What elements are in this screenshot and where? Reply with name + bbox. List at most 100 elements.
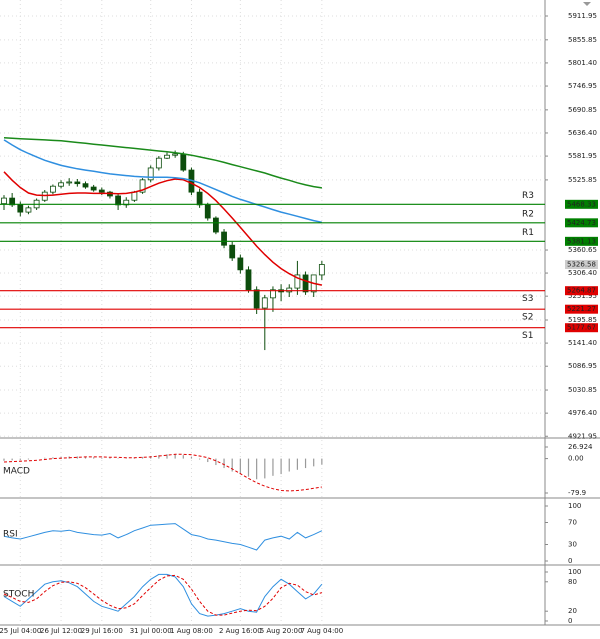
y-tick-label: 5746.95 <box>568 82 597 90</box>
y-tick-label: 5855.85 <box>568 36 597 44</box>
y-tick-label: 5086.95 <box>568 362 597 370</box>
y-tick-label: 80 <box>568 578 577 586</box>
x-tick-label: 31 Jul 00:00 <box>130 627 172 635</box>
candle-body <box>115 195 121 206</box>
y-tick-label: 100 <box>568 568 581 576</box>
pivot-name: S2 <box>522 313 533 323</box>
y-tick-label: -79.9 <box>568 489 586 497</box>
price-box <box>565 259 598 269</box>
price-box-label: 5221.27 <box>567 305 596 313</box>
y-tick-label: 0 <box>568 617 572 625</box>
y-tick-label: 5581.95 <box>568 152 597 160</box>
y-tick-label: 5306.40 <box>568 269 597 277</box>
pivot-name: R3 <box>522 191 534 201</box>
candle-body <box>261 297 268 309</box>
candle-body <box>155 157 162 169</box>
candle-body <box>245 269 252 291</box>
y-tick-label: 30 <box>568 540 577 548</box>
price-box <box>565 218 598 228</box>
panel-title: RSI <box>3 530 18 540</box>
y-tick-label: 20 <box>568 607 577 615</box>
moving-average <box>3 171 323 286</box>
candle-body <box>180 153 187 171</box>
y-tick-label: 70 <box>568 518 577 526</box>
candle-body <box>164 154 170 159</box>
y-tick-label: 5911.95 <box>568 12 597 20</box>
y-tick-label: 100 <box>568 502 581 510</box>
candle-body <box>58 182 64 187</box>
y-tick-label: 4921.95 <box>568 432 597 440</box>
candle-body <box>1 197 7 205</box>
pivot-name: R1 <box>522 228 534 238</box>
candle-body <box>253 289 260 309</box>
x-tick-label: 1 Aug 08:00 <box>170 627 213 635</box>
candle-body <box>221 231 227 246</box>
indicator-line <box>3 574 323 616</box>
pivot-name: R2 <box>522 209 534 219</box>
price-box-label: 5468.33 <box>567 200 596 208</box>
price-box-label: 5381.13 <box>567 237 596 245</box>
price-box <box>565 304 598 314</box>
indicator-line <box>3 573 323 617</box>
y-tick-label: 5141.40 <box>568 339 597 347</box>
candle-body <box>229 244 236 259</box>
y-tick-label: 5360.65 <box>568 246 597 254</box>
candle-body <box>139 179 146 193</box>
moving-average <box>3 137 323 189</box>
candle-body <box>302 274 309 293</box>
price-box <box>565 236 598 246</box>
candle-body <box>318 264 325 276</box>
candle-body <box>74 181 81 185</box>
x-tick-label: 7 Aug 04:00 <box>300 627 343 635</box>
candle-body <box>17 204 24 213</box>
price-box <box>565 323 598 333</box>
x-tick-label: 2 Aug 16:00 <box>219 627 262 635</box>
candle-body <box>172 153 179 156</box>
x-tick-label: 29 Jul 16:00 <box>81 627 123 635</box>
y-tick-label: 26.924 <box>568 443 593 451</box>
y-tick-label: 4976.40 <box>568 409 597 417</box>
pivot-name: S3 <box>522 294 533 304</box>
y-tick-label: 0 <box>568 557 572 565</box>
indicator-line <box>3 523 323 551</box>
pivot-name: S1 <box>522 331 533 341</box>
candle-body <box>131 191 138 201</box>
y-tick-label: 5251.95 <box>568 292 597 300</box>
x-tick-label: 5 Aug 20:00 <box>260 627 303 635</box>
candle-body <box>237 257 244 271</box>
panel-title: STOCH <box>3 590 34 600</box>
candle-body <box>270 289 276 299</box>
candle-body <box>50 185 56 193</box>
y-tick-label: 5801.40 <box>568 59 597 67</box>
price-box-label: 5264.87 <box>567 287 596 295</box>
y-tick-label: 5690.85 <box>568 106 597 114</box>
candle-body <box>90 186 97 191</box>
candle-body <box>147 167 154 181</box>
current-price-label: 5326.58 <box>567 260 596 268</box>
candle-body <box>98 189 105 193</box>
signal-line <box>3 453 322 492</box>
candle-body <box>25 207 32 213</box>
candle-body <box>212 217 219 233</box>
y-tick-label: 5195.85 <box>568 316 597 324</box>
candle-body <box>66 181 73 184</box>
x-tick-label: 25 Jul 04:00 <box>0 627 41 635</box>
y-tick-label: 5030.85 <box>568 386 597 394</box>
y-tick-label: 5636.40 <box>568 129 597 137</box>
price-box-label: 5424.73 <box>567 219 596 227</box>
candle-body <box>196 191 203 206</box>
candle-body <box>294 274 301 289</box>
price-box-label: 5177.67 <box>567 324 596 332</box>
candle-body <box>204 204 211 219</box>
moving-average <box>3 139 323 224</box>
y-tick-label: 0.00 <box>568 455 584 463</box>
price-box <box>565 286 598 296</box>
menu-arrow[interactable] <box>583 2 591 6</box>
y-tick-label: 5525.85 <box>568 176 597 184</box>
candle-body <box>286 287 293 293</box>
price-box <box>565 199 598 209</box>
x-tick-label: 26 Jul 12:00 <box>40 627 82 635</box>
panel-title: MACD <box>3 467 30 477</box>
candle-body <box>82 183 89 188</box>
